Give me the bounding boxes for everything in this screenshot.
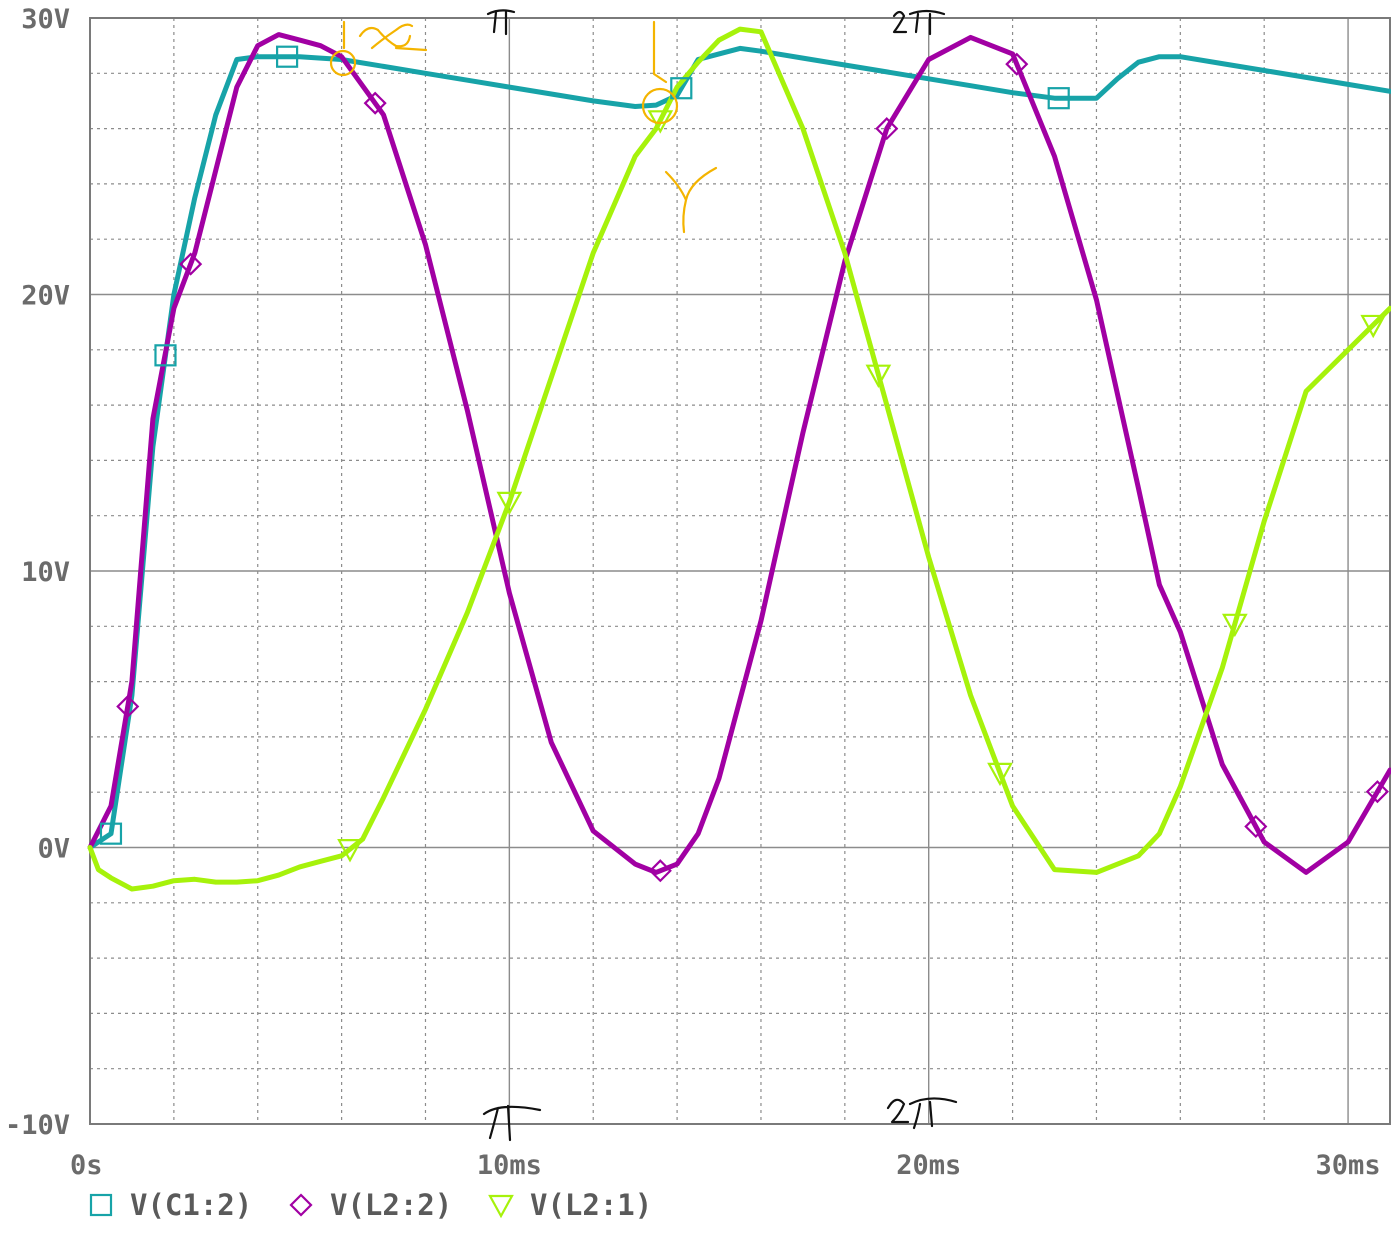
series-v-c1-2-marker xyxy=(1047,87,1070,110)
series-v-l2-2-marker xyxy=(875,117,899,141)
legend: V(C1:2) V(L2:2) V(L2:1) xyxy=(89,1188,652,1222)
pi-annotation-top xyxy=(486,9,516,36)
y-axis-ticks: 30V 20V 10V 0V -10V xyxy=(5,4,70,1141)
series-v-l2-2-marker xyxy=(1365,780,1389,804)
proportional-annotation xyxy=(342,20,428,52)
legend-label: V(C1:2) xyxy=(130,1188,252,1222)
x-tick-label: 30ms xyxy=(1316,1150,1381,1181)
two-pi-annotation-bottom xyxy=(886,1097,958,1130)
legend-marker xyxy=(488,1194,514,1219)
intersection-circle-left xyxy=(329,49,357,77)
series-v-l2-1-marker xyxy=(1221,613,1248,638)
series-v-l2-2-line xyxy=(87,32,1391,875)
legend-marker xyxy=(289,1193,313,1217)
plot-frame xyxy=(89,17,1391,1125)
legend-label: V(L2:2) xyxy=(330,1188,452,1222)
x-tick-label: 10ms xyxy=(477,1150,542,1181)
series-v-l2-2-marker xyxy=(116,694,140,719)
series-v-c1-2-marker xyxy=(275,45,299,68)
series-layer xyxy=(87,26,1391,892)
series-v-c1-2-marker xyxy=(154,344,177,367)
x-tick-label: 20ms xyxy=(896,1150,961,1181)
series-v-l2-1-marker xyxy=(337,839,363,863)
intersection-circle-right xyxy=(641,87,679,125)
y-tick-label: 10V xyxy=(21,557,70,588)
y-tick-label: 30V xyxy=(21,4,70,35)
series-v-l2-1-line xyxy=(87,26,1391,892)
pi-annotation-bottom xyxy=(482,1104,542,1142)
series-v-l2-2-marker xyxy=(1005,52,1029,76)
series-v-c1-2-line xyxy=(87,45,1391,850)
y-tick-label: -10V xyxy=(5,1110,70,1141)
x-axis-ticks: 0s 10ms 20ms 30ms xyxy=(70,1150,1381,1181)
series-v-l2-1-marker xyxy=(865,364,892,388)
legend-label: V(L2:1) xyxy=(530,1188,652,1222)
series-v-c1-2-marker xyxy=(99,822,123,845)
major-gridlines xyxy=(90,18,1390,1124)
series-v-l2-2-marker xyxy=(648,859,672,883)
handwritten-annotations xyxy=(329,9,958,1142)
series-v-l2-1-marker xyxy=(1360,314,1387,339)
vertical-tick-annotation xyxy=(652,20,668,84)
series-v-l2-2-marker xyxy=(363,91,387,115)
gamma-annotation xyxy=(664,166,718,234)
legend-marker xyxy=(89,1193,113,1217)
marker-layer xyxy=(99,45,1389,883)
series-v-l2-1-marker xyxy=(987,762,1013,787)
series-v-l2-1-marker xyxy=(496,491,523,516)
y-tick-label: 0V xyxy=(37,834,70,865)
y-tick-label: 20V xyxy=(21,281,70,312)
x-tick-label: 0s xyxy=(70,1150,103,1181)
series-v-c1-2-marker xyxy=(670,77,693,100)
series-v-l2-2-marker xyxy=(1244,814,1268,839)
two-pi-annotation-top xyxy=(892,9,946,36)
series-v-l2-2-marker xyxy=(179,252,203,276)
